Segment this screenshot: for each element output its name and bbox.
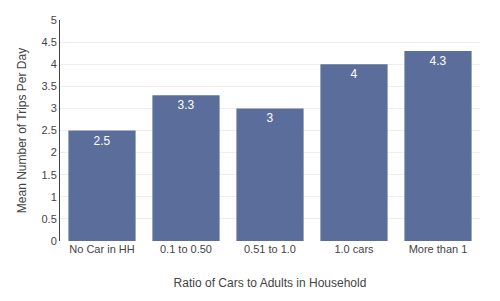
svg-text:Ratio of Cars to Adults in Hou: Ratio of Cars to Adults in Household xyxy=(174,276,367,290)
svg-text:More than 1: More than 1 xyxy=(409,243,468,255)
svg-text:3: 3 xyxy=(51,102,57,114)
svg-text:4: 4 xyxy=(51,58,57,70)
svg-text:No Car in HH: No Car in HH xyxy=(69,243,134,255)
svg-text:4.5: 4.5 xyxy=(42,36,57,48)
svg-text:0.5: 0.5 xyxy=(42,213,57,225)
svg-text:0: 0 xyxy=(51,235,57,247)
svg-text:1: 1 xyxy=(51,191,57,203)
svg-text:3.5: 3.5 xyxy=(42,80,57,92)
svg-text:2.5: 2.5 xyxy=(42,124,57,136)
svg-text:0.51 to 1.0: 0.51 to 1.0 xyxy=(244,243,296,255)
svg-text:3: 3 xyxy=(267,111,274,125)
svg-text:3.3: 3.3 xyxy=(177,98,194,112)
svg-text:0.1 to 0.50: 0.1 to 0.50 xyxy=(160,243,212,255)
svg-text:4.3: 4.3 xyxy=(429,54,446,68)
svg-text:1.0 cars: 1.0 cars xyxy=(334,243,374,255)
svg-text:5: 5 xyxy=(51,14,57,26)
svg-text:1.5: 1.5 xyxy=(42,169,57,181)
svg-text:Mean Number of Trips Per Day: Mean Number of Trips Per Day xyxy=(15,48,29,213)
svg-text:2: 2 xyxy=(51,146,57,158)
svg-text:2.5: 2.5 xyxy=(93,134,110,148)
svg-text:4: 4 xyxy=(351,67,358,81)
